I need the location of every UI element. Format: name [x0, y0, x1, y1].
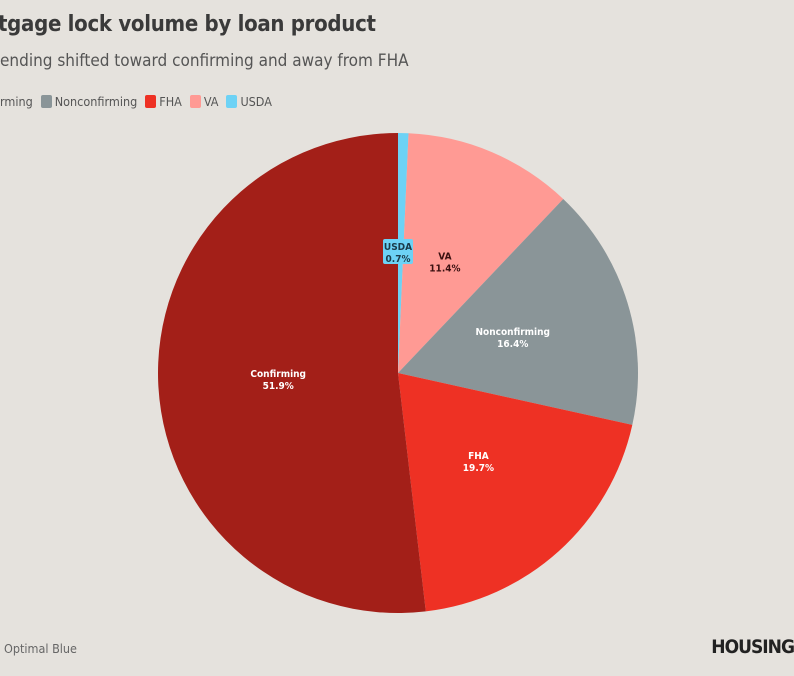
chart-title: tgage lock volume by loan product — [0, 12, 376, 37]
slice-name: Nonconfirming — [476, 327, 550, 338]
slice-name: VA — [438, 252, 451, 263]
legend-swatch — [226, 95, 238, 108]
pie-slice-confirming — [158, 133, 426, 613]
legend-swatch — [40, 95, 52, 108]
legend-item: USDA — [226, 94, 272, 109]
legend: rming Nonconfirming FHA VA USDA — [0, 94, 272, 109]
slice-label: 51.9% — [263, 381, 294, 392]
slice-label: 16.4% — [497, 339, 528, 350]
legend-label: VA — [203, 94, 219, 109]
legend-label: USDA — [240, 94, 272, 109]
chart-subtitle: ending shifted toward confirming and awa… — [0, 51, 409, 71]
data-label-background — [383, 239, 413, 264]
pie-slice-va — [398, 133, 564, 373]
legend-item: rming — [0, 94, 33, 109]
legend-item: VA — [189, 94, 219, 109]
legend-swatch — [145, 95, 157, 108]
slice-name: Confirming — [250, 369, 306, 380]
legend-item: Nonconfirming — [40, 94, 138, 109]
legend-swatch — [189, 95, 201, 108]
legend-label: FHA — [159, 94, 182, 109]
pie-slice-fha — [398, 373, 633, 612]
slice-label: 11.4% — [429, 264, 460, 275]
slice-name: FHA — [468, 451, 489, 462]
housingwire-logo: HOUSING — [711, 636, 794, 658]
legend-label: rming — [0, 94, 33, 109]
slice-label: 19.7% — [463, 463, 494, 474]
slice-label: 0.7% — [386, 254, 411, 265]
legend-item: FHA — [145, 94, 182, 109]
slice-name: USDA — [384, 242, 412, 253]
source-note: Optimal Blue — [4, 641, 77, 656]
legend-label: Nonconfirming — [54, 94, 138, 109]
pie-slice-nonconfirming — [398, 198, 638, 425]
